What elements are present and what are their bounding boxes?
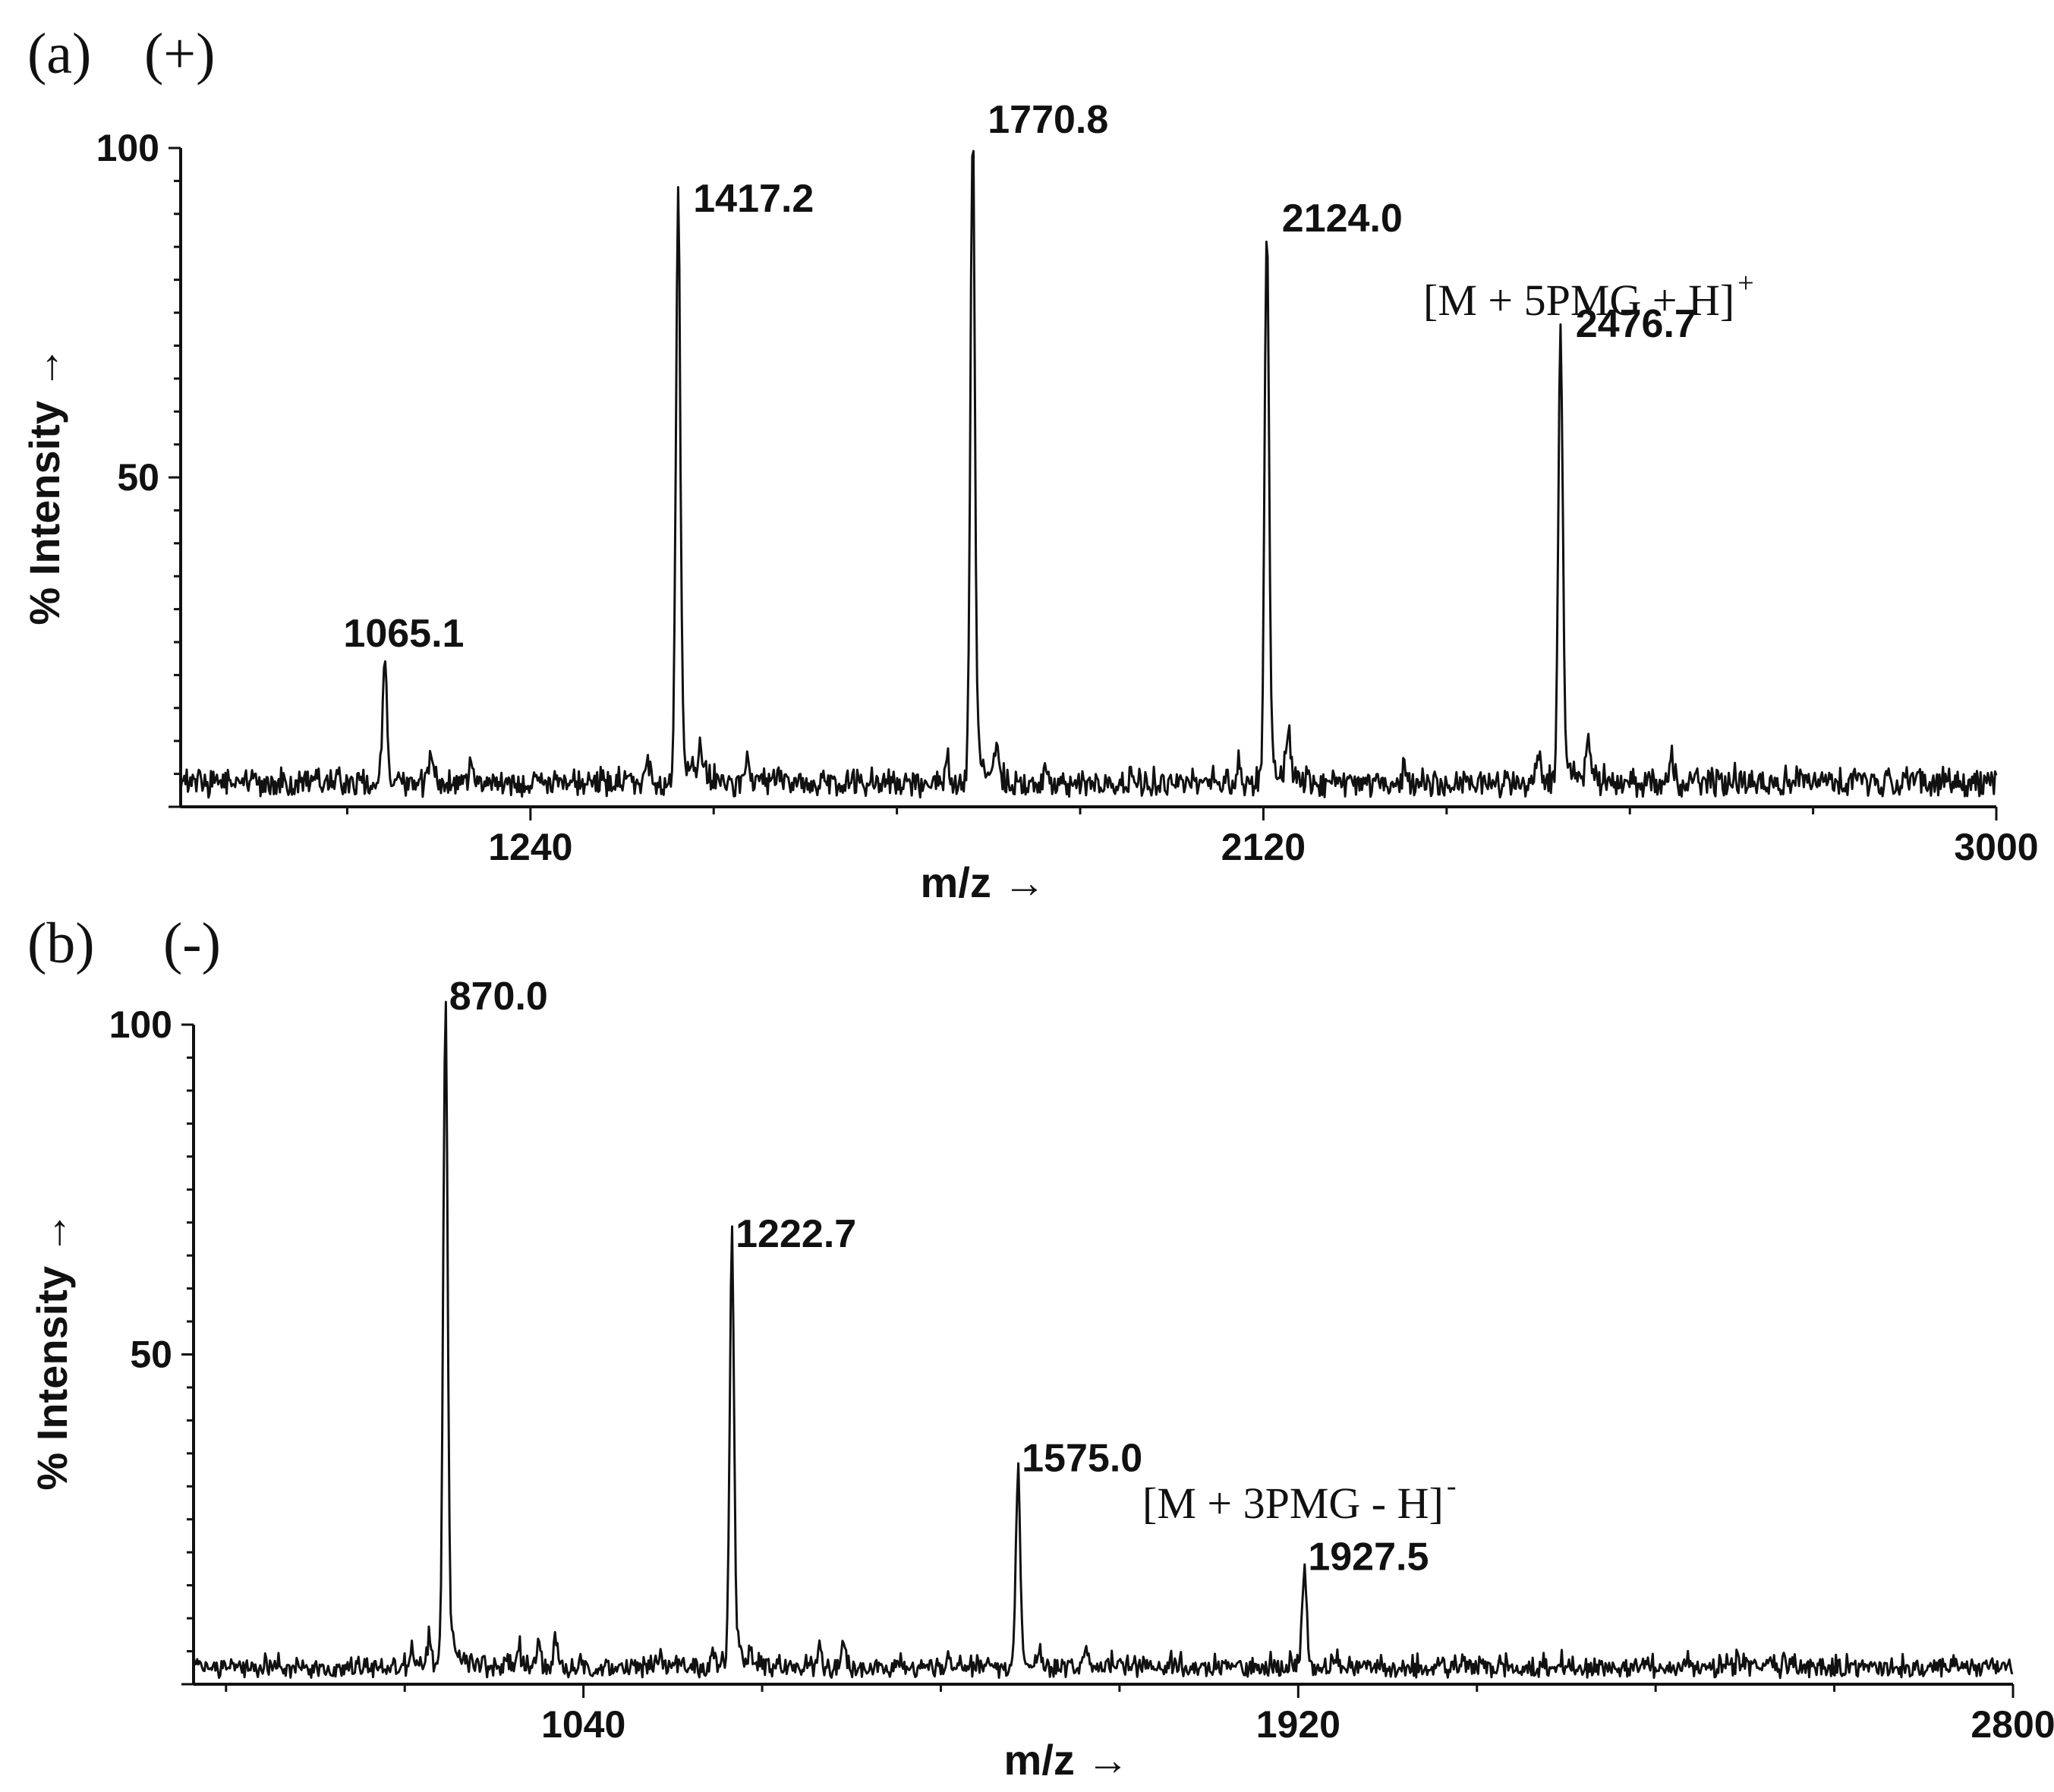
peak-label: 870.0 <box>449 975 548 1019</box>
panel-b-y-axis-title: % Intensity → <box>28 1211 76 1490</box>
panel-b-annotation-text: [M + 3PMG - H] <box>1142 1479 1444 1528</box>
peak-label: 1065.1 <box>343 612 464 656</box>
panel-a-annotation: [M + 5PMG + H] + <box>1423 267 1754 325</box>
peak-label: 1417.2 <box>693 177 814 221</box>
y-tick-label: 50 <box>117 456 159 499</box>
x-tick-label: 1040 <box>541 1703 625 1746</box>
panel-b-x-axis-title: m/z → <box>1004 1736 1129 1784</box>
panel-a-annotation-text: [M + 5PMG + H] <box>1423 276 1734 325</box>
panel-a-label: (a) <box>27 22 91 86</box>
panel-a-polarity: (+) <box>144 22 215 86</box>
panel-a-annotation-sup: + <box>1737 267 1753 299</box>
x-tick-label: 3000 <box>1954 826 2038 868</box>
panel-b-spectrum-line <box>192 1000 2014 1680</box>
peak-label: 1222.7 <box>736 1212 856 1256</box>
panel-b-annotation: [M + 3PMG - H] - <box>1142 1470 1456 1528</box>
panel-a-y-ticks: 50 100 <box>96 127 181 808</box>
peak-label: 2124.0 <box>1282 197 1403 241</box>
panel-a-y-axis-title: % Intensity → <box>20 346 68 625</box>
peak-label: 1927.5 <box>1308 1535 1429 1579</box>
y-tick-label: 100 <box>109 1003 172 1046</box>
peak-label: 1575.0 <box>1022 1436 1142 1480</box>
panel-b-annotation-sup: - <box>1447 1470 1457 1502</box>
panel-b-y-ticks: 50 100 <box>109 1003 194 1686</box>
x-tick-label: 1920 <box>1256 1703 1340 1746</box>
y-tick-label: 50 <box>130 1334 172 1376</box>
panel-a-peak-labels: 1065.1 1417.2 1770.8 2124.0 2476.7 <box>343 98 1696 656</box>
peak-label: 1770.8 <box>988 98 1108 142</box>
panel-b-label: (b) <box>27 912 95 975</box>
panel-b-polarity: (-) <box>163 912 221 975</box>
peak-label: 2476.7 <box>1576 302 1696 346</box>
panel-a-x-axis-title: m/z → <box>921 858 1046 906</box>
panel-a-spectrum-line <box>179 150 1998 799</box>
x-tick-label: 2800 <box>1971 1703 2054 1746</box>
panel-b-x-ticks: 1040 1920 2800 <box>225 1684 2054 1746</box>
panel-b: (b) (-) 50 100 1040 1920 2800 870.0 1222.7 15… <box>27 912 2054 1784</box>
x-tick-label: 1240 <box>488 826 572 868</box>
y-tick-label: 100 <box>96 127 159 169</box>
panel-a-x-ticks: 1240 2120 3000 <box>345 807 2039 868</box>
x-tick-label: 2120 <box>1221 826 1306 868</box>
panel-b-peak-labels: 870.0 1222.7 1575.0 1927.5 <box>449 975 1429 1579</box>
